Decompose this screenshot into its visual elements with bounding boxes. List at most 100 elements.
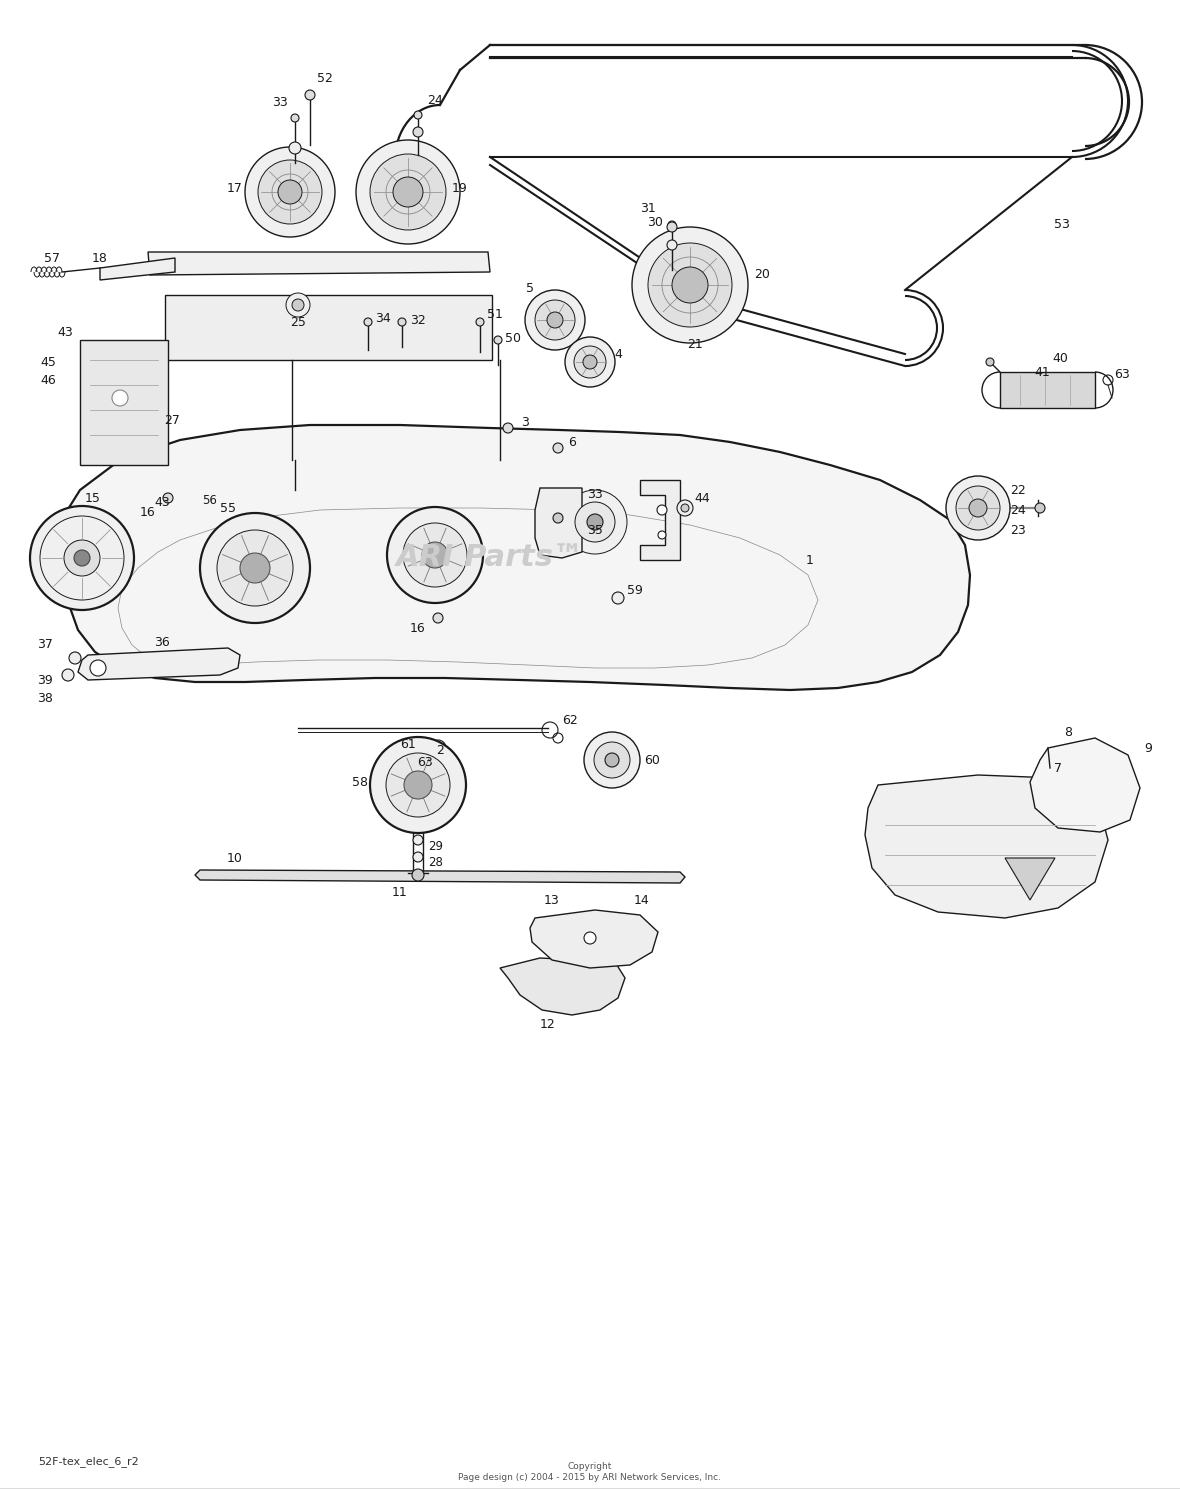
Text: 20: 20 (754, 268, 769, 282)
Text: 21: 21 (687, 338, 703, 352)
Circle shape (291, 113, 299, 122)
Circle shape (986, 358, 994, 365)
Circle shape (553, 443, 563, 453)
Text: 24: 24 (427, 94, 442, 106)
Polygon shape (165, 295, 492, 359)
Circle shape (240, 553, 270, 583)
Circle shape (681, 504, 689, 511)
Circle shape (605, 753, 620, 766)
Text: 45: 45 (40, 355, 55, 368)
Circle shape (356, 140, 460, 245)
Text: 28: 28 (428, 856, 444, 869)
Text: Copyright
Page design (c) 2004 - 2015 by ARI Network Services, Inc.: Copyright Page design (c) 2004 - 2015 by… (459, 1463, 721, 1482)
Text: 10: 10 (227, 851, 243, 865)
Circle shape (404, 771, 432, 799)
Text: 36: 36 (155, 635, 170, 649)
Circle shape (278, 180, 302, 204)
Text: 3: 3 (522, 416, 529, 428)
Text: 39: 39 (37, 674, 53, 686)
Circle shape (387, 507, 483, 602)
Circle shape (112, 391, 127, 406)
Polygon shape (1005, 857, 1055, 901)
Circle shape (668, 221, 676, 230)
Circle shape (371, 737, 466, 833)
Circle shape (584, 932, 596, 944)
Text: 9: 9 (1145, 741, 1152, 754)
Text: 52: 52 (317, 72, 333, 85)
Text: 25: 25 (290, 316, 306, 330)
Polygon shape (530, 910, 658, 968)
Text: 1: 1 (806, 553, 814, 567)
Polygon shape (865, 775, 1108, 918)
Circle shape (658, 531, 666, 540)
Circle shape (413, 835, 422, 845)
Text: 38: 38 (37, 692, 53, 705)
Polygon shape (78, 649, 240, 680)
Circle shape (494, 335, 501, 344)
Circle shape (586, 514, 603, 529)
Polygon shape (1030, 738, 1140, 832)
Text: 19: 19 (452, 182, 468, 194)
Text: 23: 23 (1010, 523, 1025, 537)
Circle shape (74, 550, 90, 567)
Circle shape (30, 505, 135, 610)
Polygon shape (500, 959, 625, 1015)
Circle shape (363, 318, 372, 327)
Text: 11: 11 (392, 887, 408, 899)
Text: 63: 63 (1114, 368, 1130, 382)
Circle shape (398, 318, 406, 327)
Text: 44: 44 (694, 492, 710, 504)
Circle shape (291, 300, 304, 312)
Circle shape (553, 513, 563, 523)
Circle shape (648, 243, 732, 327)
Circle shape (63, 669, 74, 681)
Text: 43: 43 (155, 495, 170, 508)
Text: 2: 2 (437, 744, 444, 756)
Text: 34: 34 (375, 312, 391, 325)
Polygon shape (148, 252, 490, 274)
Polygon shape (999, 371, 1095, 409)
Circle shape (289, 142, 301, 154)
Circle shape (68, 652, 81, 663)
Circle shape (304, 89, 315, 100)
Circle shape (671, 267, 708, 303)
Text: 14: 14 (634, 893, 650, 907)
Circle shape (386, 753, 450, 817)
Polygon shape (80, 340, 168, 465)
Text: 17: 17 (227, 182, 243, 194)
Text: 16: 16 (140, 505, 156, 519)
Text: 29: 29 (428, 841, 444, 853)
Circle shape (657, 505, 667, 514)
Text: 40: 40 (1053, 352, 1068, 364)
Circle shape (286, 294, 310, 318)
Text: 27: 27 (164, 413, 179, 426)
Text: 61: 61 (400, 738, 415, 751)
Text: 15: 15 (85, 492, 101, 504)
Text: 8: 8 (1064, 726, 1071, 738)
Text: 33: 33 (588, 489, 603, 501)
Circle shape (969, 499, 986, 517)
Text: ARI Parts™: ARI Parts™ (395, 544, 584, 573)
Text: 41: 41 (1034, 365, 1050, 379)
Text: 31: 31 (640, 201, 656, 215)
Text: 62: 62 (562, 714, 578, 726)
Circle shape (563, 491, 627, 555)
Text: 58: 58 (352, 775, 368, 789)
Text: 32: 32 (411, 313, 426, 327)
Text: 46: 46 (40, 374, 55, 386)
Text: 7: 7 (1054, 762, 1062, 774)
Text: 52F-tex_elec_6_r2: 52F-tex_elec_6_r2 (38, 1457, 139, 1467)
Circle shape (956, 486, 999, 529)
Circle shape (594, 743, 630, 778)
Text: 35: 35 (588, 523, 603, 537)
Circle shape (584, 732, 640, 789)
Text: 18: 18 (92, 252, 107, 264)
Polygon shape (55, 425, 970, 690)
Text: 30: 30 (647, 216, 663, 228)
Text: 13: 13 (544, 893, 559, 907)
Circle shape (433, 613, 442, 623)
Text: 4: 4 (614, 349, 622, 361)
Circle shape (667, 222, 677, 233)
Text: 56: 56 (203, 494, 217, 507)
Circle shape (163, 494, 173, 502)
